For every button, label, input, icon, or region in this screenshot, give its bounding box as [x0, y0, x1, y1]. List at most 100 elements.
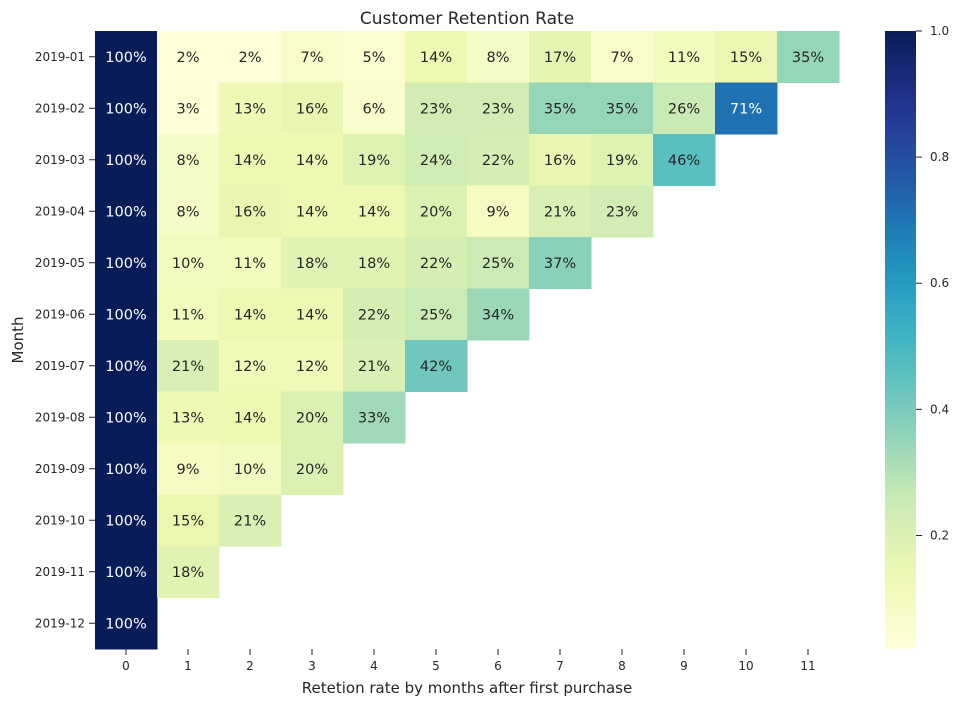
heatmap-cell [95, 185, 158, 238]
cell-value-label: 100% [105, 256, 146, 272]
cell-value-label: 33% [358, 410, 390, 426]
cell-value-label: 46% [668, 153, 700, 169]
heatmap-cell [529, 31, 592, 83]
cell-value-label: 16% [296, 101, 328, 117]
cell-value-label: 7% [610, 50, 633, 66]
heatmap-cell [281, 340, 344, 392]
heatmap-cell [95, 391, 158, 444]
heatmap-cell [591, 134, 654, 186]
cell-value-label: 14% [234, 153, 266, 169]
cell-value-label: 20% [296, 410, 328, 426]
x-tick-label: 8 [618, 659, 626, 673]
cell-value-label: 16% [544, 153, 576, 169]
heatmap-cell [405, 31, 468, 83]
cell-value-label: 34% [482, 307, 514, 323]
cell-value-label: 100% [105, 565, 146, 581]
heatmap-cell [281, 82, 344, 135]
heatmap-cell [157, 494, 220, 547]
cell-value-label: 100% [105, 616, 146, 632]
cell-value-label: 10% [172, 256, 204, 272]
heatmap-cell [467, 82, 530, 135]
x-tick-label: 3 [308, 659, 316, 673]
colorbar-tick-label: 1.0 [930, 24, 949, 38]
cell-value-label: 25% [420, 307, 452, 323]
cell-value-label: 5% [362, 50, 385, 66]
heatmap-cell [405, 340, 468, 392]
cell-value-label: 35% [544, 101, 576, 117]
cell-value-label: 35% [792, 50, 824, 66]
cell-value-label: 7% [300, 50, 323, 66]
heatmap-cell [95, 340, 158, 392]
x-tick-label: 11 [800, 659, 815, 673]
cell-value-label: 14% [234, 307, 266, 323]
cell-value-label: 35% [606, 101, 638, 117]
cell-value-label: 11% [172, 307, 204, 323]
cell-value-label: 16% [234, 204, 266, 220]
cell-value-label: 21% [234, 513, 266, 529]
cell-value-label: 22% [482, 153, 514, 169]
heatmap-cell [157, 340, 220, 392]
y-tick-label: 2019-08 [35, 410, 85, 424]
cell-value-label: 100% [105, 307, 146, 323]
cell-value-label: 21% [358, 359, 390, 375]
cell-value-label: 12% [296, 359, 328, 375]
heatmap-cell [653, 82, 716, 135]
cell-value-label: 20% [420, 204, 452, 220]
heatmap-cell [157, 185, 220, 238]
cell-value-label: 10% [234, 462, 266, 478]
heatmap-cell [219, 31, 282, 83]
x-tick-label: 4 [370, 659, 378, 673]
cell-value-label: 11% [668, 50, 700, 66]
cell-value-label: 100% [105, 50, 146, 66]
heatmap-cell [95, 82, 158, 135]
y-tick-label: 2019-12 [35, 616, 85, 630]
y-axis-ticks: 2019-01 2019-02 2019-03 2019-04 2019-05 2019-… [35, 50, 95, 630]
heatmap-cell [715, 82, 778, 135]
cell-value-label: 8% [176, 204, 199, 220]
x-tick-label: 2 [246, 659, 254, 673]
cell-value-label: 14% [234, 410, 266, 426]
heatmap-cell [653, 31, 716, 83]
heatmap-cell [343, 31, 406, 83]
heatmap-cell [281, 237, 344, 289]
cell-value-label: 25% [482, 256, 514, 272]
heatmap-cell [95, 288, 158, 341]
y-tick-label: 2019-10 [35, 513, 85, 527]
cell-value-label: 100% [105, 359, 146, 375]
cell-value-label: 100% [105, 153, 146, 169]
cell-value-label: 14% [296, 204, 328, 220]
heatmap-cell [95, 443, 158, 495]
heatmap-cell [529, 134, 592, 186]
cell-value-label: 15% [172, 513, 204, 529]
cell-value-label: 9% [176, 462, 199, 478]
cell-value-label: 9% [486, 204, 509, 220]
heatmap-cell [405, 82, 468, 135]
cell-value-label: 100% [105, 462, 146, 478]
cell-value-label: 15% [730, 50, 762, 66]
heatmap-cell [405, 134, 468, 186]
heatmap-cell [343, 288, 406, 341]
cell-value-label: 14% [296, 307, 328, 323]
heatmap-cell [219, 494, 282, 547]
y-tick-label: 2019-01 [35, 50, 85, 64]
heatmap-cell [777, 31, 840, 83]
cell-value-label: 3% [176, 101, 199, 117]
cell-value-label: 22% [420, 256, 452, 272]
y-tick-label: 2019-11 [35, 565, 85, 579]
heatmap-cell [219, 82, 282, 135]
y-tick-label: 2019-07 [35, 359, 85, 373]
y-tick-label: 2019-02 [35, 101, 85, 115]
heatmap-cell [95, 597, 158, 650]
heatmap-cell [653, 134, 716, 186]
heatmap-cell [157, 391, 220, 444]
heatmap-cell [281, 288, 344, 341]
x-tick-label: 9 [680, 659, 688, 673]
heatmap-cell [95, 31, 158, 83]
cell-value-label: 6% [362, 101, 385, 117]
x-tick-label: 10 [738, 659, 753, 673]
cell-value-label: 22% [358, 307, 390, 323]
cell-value-label: 19% [606, 153, 638, 169]
heatmap-cell [157, 134, 220, 186]
heatmap-cell [219, 340, 282, 392]
